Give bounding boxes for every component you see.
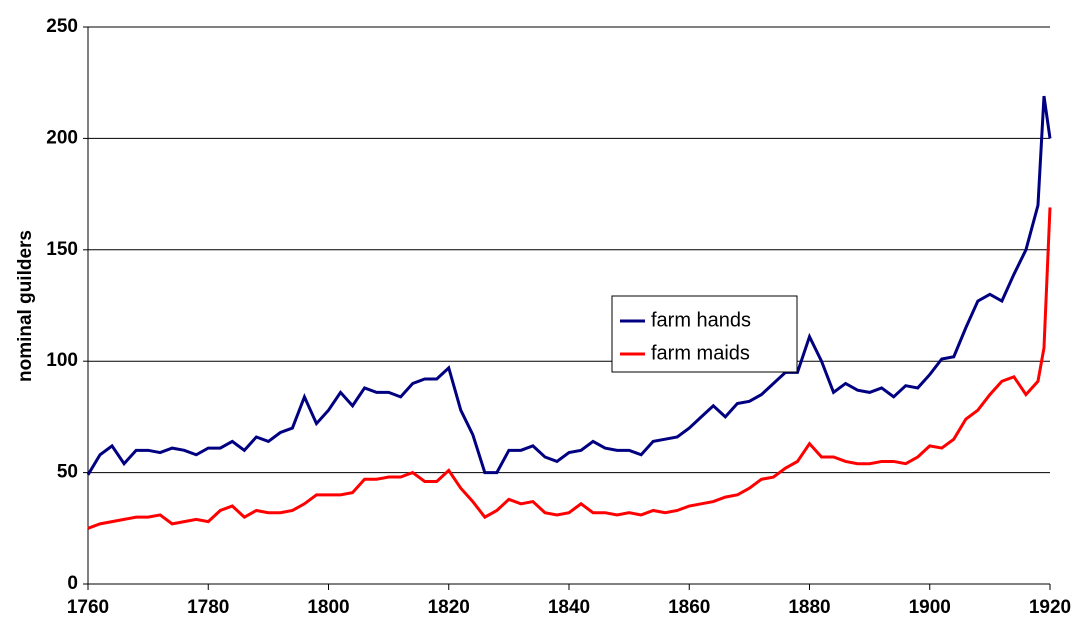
- legend-label: farm hands: [651, 309, 751, 331]
- y-tick-label: 50: [57, 462, 78, 483]
- x-tick-label: 1760: [67, 597, 109, 618]
- x-tick-label: 1820: [428, 597, 470, 618]
- y-tick-label: 200: [46, 127, 78, 148]
- line: [87, 207, 1052, 530]
- x-tick-label: 1860: [668, 597, 710, 618]
- legend-box: [611, 295, 798, 373]
- legend-label: farm maids: [651, 342, 750, 364]
- x-tick-label: 1840: [548, 597, 590, 618]
- y-tick-label: 100: [46, 350, 78, 371]
- x-tick-label: 1780: [187, 597, 229, 618]
- line: [86, 95, 1052, 476]
- x-tick-label: 1920: [1029, 597, 1071, 618]
- x-tick-label: 1900: [909, 597, 951, 618]
- y-tick-label: 150: [46, 239, 78, 260]
- y-tick-label: 250: [46, 16, 78, 37]
- y-tick-label: 0: [67, 573, 78, 594]
- x-tick-label: 1800: [307, 597, 349, 618]
- y-axis-label: nominal guilders: [15, 230, 36, 382]
- x-tick-label: 1880: [788, 597, 830, 618]
